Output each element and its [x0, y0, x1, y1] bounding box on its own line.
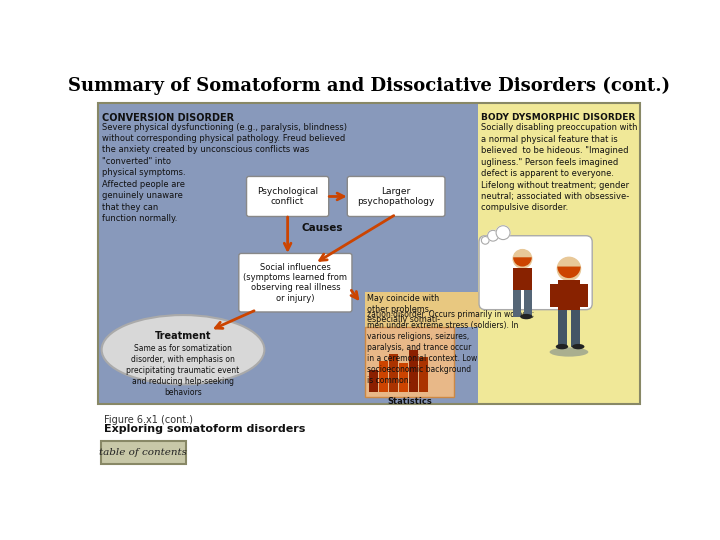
Text: table of contents: table of contents: [99, 448, 187, 457]
Ellipse shape: [556, 344, 568, 349]
Text: BODY DYSMORPHIC DISORDER: BODY DYSMORPHIC DISORDER: [482, 112, 636, 122]
FancyBboxPatch shape: [246, 177, 329, 217]
Bar: [419, 357, 428, 392]
Circle shape: [487, 231, 498, 241]
Text: Summary of Somatoform and Dissociative Disorders (cont.): Summary of Somatoform and Dissociative D…: [68, 77, 670, 96]
Bar: [558, 309, 567, 347]
Ellipse shape: [520, 314, 533, 319]
Bar: [524, 289, 532, 316]
Text: zation disorder. Occurs primarily in women;
men under extreme stress (soldiers).: zation disorder. Occurs primarily in wom…: [367, 309, 535, 385]
Text: Causes: Causes: [302, 222, 343, 233]
FancyBboxPatch shape: [239, 253, 352, 312]
Bar: [570, 309, 580, 347]
Bar: [513, 289, 521, 316]
Text: CONVERSION DISORDER: CONVERSION DISORDER: [102, 112, 234, 123]
Text: Larger
psychopathology: Larger psychopathology: [357, 187, 435, 206]
Text: May coincide with
other problems,
especially somati-: May coincide with other problems, especi…: [367, 294, 441, 324]
Bar: [365, 327, 454, 397]
Bar: [379, 361, 387, 392]
Text: Exploring somatoform disorders: Exploring somatoform disorders: [104, 424, 305, 434]
Bar: [101, 441, 186, 464]
Text: Severe physical dysfunctioning (e.g., paralysis, blindness)
without correspondin: Severe physical dysfunctioning (e.g., pa…: [102, 123, 346, 223]
Ellipse shape: [102, 315, 264, 384]
Bar: [558, 280, 580, 309]
Bar: [513, 268, 532, 289]
Circle shape: [496, 226, 510, 240]
Text: Treatment: Treatment: [155, 331, 211, 341]
Text: Socially disabling preoccupation with
a normal physical feature that is
believed: Socially disabling preoccupation with a …: [482, 123, 638, 212]
Bar: [409, 350, 418, 392]
FancyBboxPatch shape: [479, 236, 593, 309]
Bar: [365, 292, 480, 327]
Bar: [98, 103, 477, 403]
FancyBboxPatch shape: [347, 177, 445, 217]
Text: Psychological
conflict: Psychological conflict: [257, 187, 318, 206]
Circle shape: [513, 249, 532, 268]
Bar: [399, 363, 408, 392]
Circle shape: [557, 257, 580, 280]
Bar: [389, 354, 397, 392]
Bar: [369, 370, 377, 392]
Bar: [580, 284, 588, 307]
Text: Social influences
(symptoms learned from
observing real illness
or injury): Social influences (symptoms learned from…: [243, 262, 347, 303]
Circle shape: [482, 237, 489, 244]
Text: Same as for somatization
disorder, with emphasis on
precipitating traumatic even: Same as for somatization disorder, with …: [127, 343, 240, 397]
Wedge shape: [557, 267, 580, 278]
Bar: [477, 103, 640, 403]
Wedge shape: [513, 257, 532, 267]
Bar: [98, 103, 640, 403]
Ellipse shape: [572, 344, 585, 349]
Text: Statistics: Statistics: [387, 397, 432, 407]
Text: Figure 6.x1 (cont.): Figure 6.x1 (cont.): [104, 415, 193, 425]
Ellipse shape: [549, 347, 588, 356]
Bar: [550, 284, 558, 307]
